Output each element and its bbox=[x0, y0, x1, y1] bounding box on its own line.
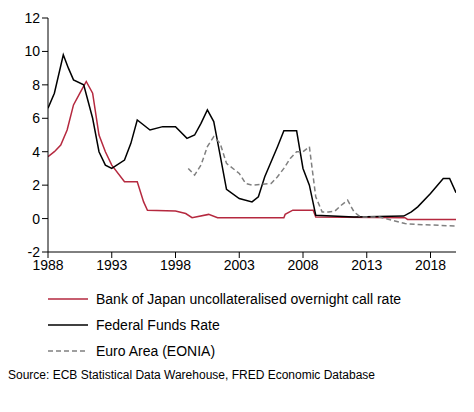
svg-text:0: 0 bbox=[32, 211, 40, 227]
html-text:Bank of Japan uncollateralised: Bank of Japan uncollateralised overnight… bbox=[96, 291, 402, 307]
svg-text:10: 10 bbox=[24, 43, 40, 59]
svg-text:1998: 1998 bbox=[160, 257, 191, 273]
svg-text:2008: 2008 bbox=[287, 257, 318, 273]
html-text:Federal Funds Rate: Federal Funds Rate bbox=[96, 317, 220, 333]
svg-text:6: 6 bbox=[32, 110, 40, 126]
svg-text:8: 8 bbox=[32, 77, 40, 93]
svg-text:1993: 1993 bbox=[96, 257, 127, 273]
html-text:Source: ECB Statistical Data W: Source: ECB Statistical Data Warehouse, … bbox=[8, 368, 375, 382]
svg-text:2018: 2018 bbox=[415, 257, 446, 273]
svg-text:12: 12 bbox=[24, 10, 40, 26]
html-text:Euro Area (EONIA): Euro Area (EONIA) bbox=[96, 343, 215, 359]
svg-text:2013: 2013 bbox=[351, 257, 382, 273]
svg-text:2: 2 bbox=[32, 177, 40, 193]
svg-text:-2: -2 bbox=[28, 244, 41, 260]
svg-text:2003: 2003 bbox=[224, 257, 255, 273]
svg-text:1988: 1988 bbox=[32, 256, 64, 273]
svg-text:4: 4 bbox=[32, 144, 40, 160]
